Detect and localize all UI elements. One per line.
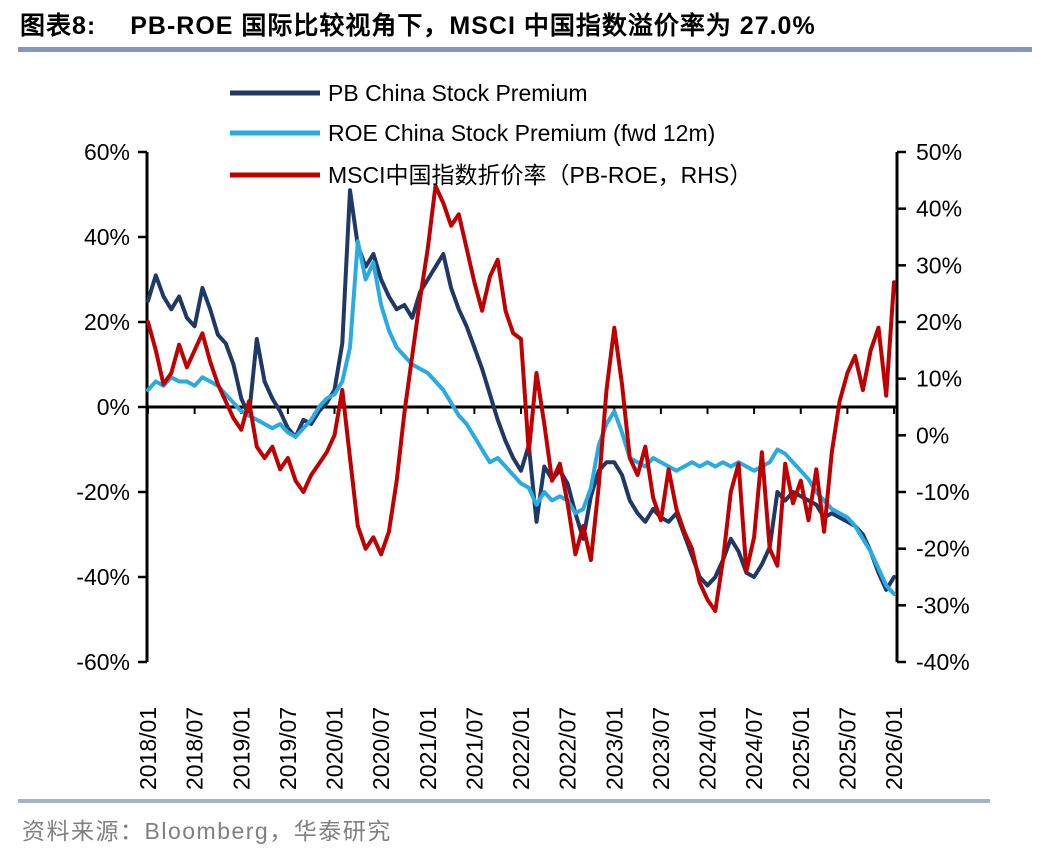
right-axis-label: 0% bbox=[916, 422, 949, 448]
series-layer bbox=[146, 184, 896, 613]
chart-title-text: PB-ROE 国际比较视角下，MSCI 中国指数溢价率为 27.0% bbox=[130, 12, 816, 40]
legend-label-1: ROE China Stock Premium (fwd 12m) bbox=[328, 120, 715, 146]
axes-layer: 60% 40% 20% 0% -20% -40% -60% 50% 40% 30% 20% 10% 0%… bbox=[76, 139, 969, 790]
right-axis-label: 10% bbox=[916, 366, 962, 392]
x-tick-label: 2025/01 bbox=[788, 707, 814, 790]
footer-divider bbox=[18, 799, 990, 803]
left-axis-label: 40% bbox=[84, 224, 130, 250]
left-axis-label: -40% bbox=[76, 564, 130, 590]
x-tick-label: 2026/01 bbox=[881, 707, 907, 790]
right-axis-label: -30% bbox=[916, 592, 970, 618]
x-tick-label: 2020/07 bbox=[368, 707, 394, 790]
right-axis-label: -20% bbox=[916, 536, 970, 562]
series-line-1 bbox=[146, 239, 896, 596]
chart-legend: PB China Stock Premium ROE China Stock Pr… bbox=[230, 80, 752, 188]
left-axis-label: 0% bbox=[97, 394, 130, 420]
legend-label-2: MSCI中国指数折价率（PB-ROE，RHS） bbox=[328, 162, 752, 188]
title-divider bbox=[18, 47, 1032, 52]
x-tick-label: 2018/07 bbox=[182, 707, 208, 790]
right-axis-label: 20% bbox=[916, 309, 962, 335]
right-axis-label: 50% bbox=[916, 139, 962, 165]
x-tick-label: 2021/07 bbox=[461, 707, 487, 790]
x-tick-label: 2021/01 bbox=[415, 707, 441, 790]
x-tick-label: 2023/07 bbox=[648, 707, 674, 790]
right-axis-label: -10% bbox=[916, 479, 970, 505]
left-axis-label: 60% bbox=[84, 139, 130, 165]
left-axis-label: -20% bbox=[76, 479, 130, 505]
left-axis-label: 20% bbox=[84, 309, 130, 335]
x-tick-label: 2025/07 bbox=[834, 707, 860, 790]
x-tick-label: 2020/01 bbox=[322, 707, 348, 790]
chart-title-prefix: 图表8: bbox=[20, 12, 97, 40]
x-tick-label: 2022/07 bbox=[555, 707, 581, 790]
x-tick-label: 2024/07 bbox=[741, 707, 767, 790]
left-axis-label: -60% bbox=[76, 649, 130, 675]
x-tick-label: 2019/01 bbox=[228, 707, 254, 790]
x-tick-label: 2018/01 bbox=[135, 707, 161, 790]
x-tick-label: 2024/01 bbox=[695, 707, 721, 790]
x-tick-label: 2022/01 bbox=[508, 707, 534, 790]
series-line-2 bbox=[146, 184, 896, 613]
legend-label-0: PB China Stock Premium bbox=[328, 80, 587, 106]
right-axis-label: 40% bbox=[916, 196, 962, 222]
x-tick-label: 2019/07 bbox=[275, 707, 301, 790]
chart-title: 图表8: PB-ROE 国际比较视角下，MSCI 中国指数溢价率为 27.0% bbox=[20, 6, 816, 42]
right-axis-label: 30% bbox=[916, 252, 962, 278]
right-axis-label: -40% bbox=[916, 649, 970, 675]
x-tick-label: 2023/01 bbox=[601, 707, 627, 790]
source-note: 资料来源：Bloomberg，华泰研究 bbox=[22, 818, 392, 844]
